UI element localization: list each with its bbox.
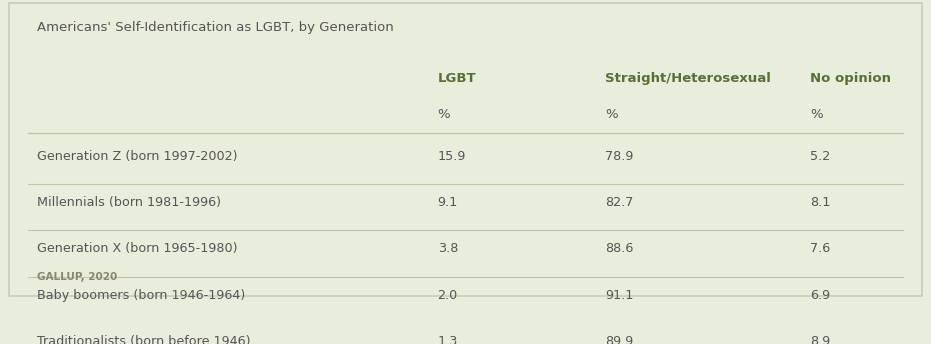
Text: %: %: [438, 108, 451, 121]
Text: Baby boomers (born 1946-1964): Baby boomers (born 1946-1964): [37, 289, 246, 302]
Text: 78.9: 78.9: [605, 150, 633, 163]
Text: 8.1: 8.1: [810, 196, 830, 209]
Text: 2.0: 2.0: [438, 289, 458, 302]
Text: 88.6: 88.6: [605, 243, 633, 255]
Text: 5.2: 5.2: [810, 150, 830, 163]
Text: 6.9: 6.9: [810, 289, 830, 302]
Text: 89.9: 89.9: [605, 335, 633, 344]
Text: Traditionalists (born before 1946): Traditionalists (born before 1946): [37, 335, 250, 344]
Text: Generation X (born 1965-1980): Generation X (born 1965-1980): [37, 243, 237, 255]
Text: 9.1: 9.1: [438, 196, 458, 209]
Text: 8.9: 8.9: [810, 335, 830, 344]
Text: 1.3: 1.3: [438, 335, 458, 344]
Text: 3.8: 3.8: [438, 243, 458, 255]
Text: 91.1: 91.1: [605, 289, 633, 302]
Text: %: %: [810, 108, 823, 121]
Text: No opinion: No opinion: [810, 72, 891, 85]
Text: 15.9: 15.9: [438, 150, 466, 163]
Text: Straight/Heterosexual: Straight/Heterosexual: [605, 72, 771, 85]
Text: LGBT: LGBT: [438, 72, 476, 85]
Text: Americans' Self-Identification as LGBT, by Generation: Americans' Self-Identification as LGBT, …: [37, 21, 394, 34]
Text: %: %: [605, 108, 618, 121]
Text: GALLUP, 2020: GALLUP, 2020: [37, 272, 117, 282]
Text: Millennials (born 1981-1996): Millennials (born 1981-1996): [37, 196, 222, 209]
Text: Generation Z (born 1997-2002): Generation Z (born 1997-2002): [37, 150, 237, 163]
Text: 7.6: 7.6: [810, 243, 830, 255]
Text: 82.7: 82.7: [605, 196, 633, 209]
FancyBboxPatch shape: [9, 3, 922, 296]
